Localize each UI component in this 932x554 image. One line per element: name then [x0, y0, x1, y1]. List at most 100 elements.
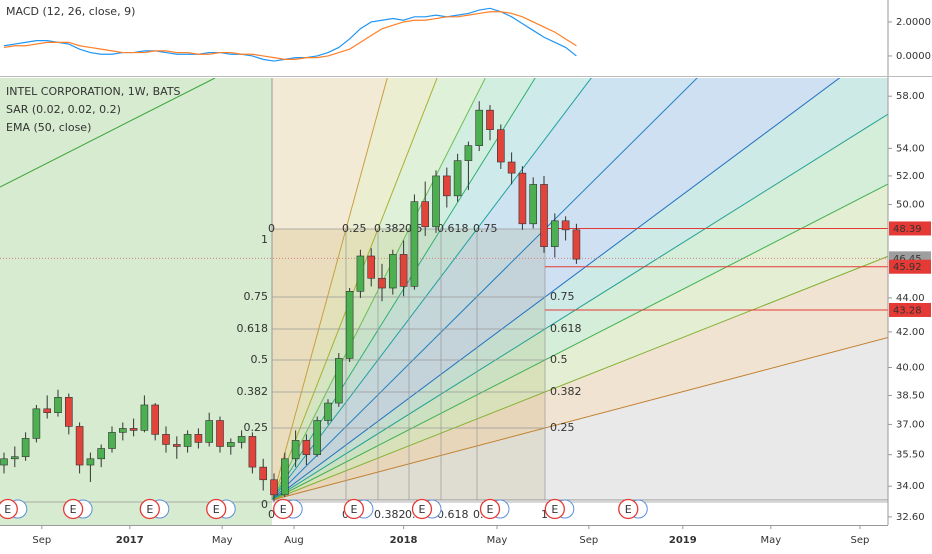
fib-label: 0.25: [244, 421, 269, 434]
x-tick-label: May: [212, 535, 233, 546]
candle-body: [237, 436, 246, 443]
x-tick-label: Aug: [284, 535, 304, 546]
x-tick-label: Sep: [579, 535, 598, 546]
fib-label: 0.5: [550, 353, 568, 366]
candle-body: [0, 458, 8, 466]
macd-pane: [3, 7, 577, 62]
y-tick-label: 50.00: [896, 200, 925, 211]
candle-body: [453, 160, 462, 197]
left-zone: [0, 78, 272, 525]
event-marker: [273, 498, 294, 520]
candle-body: [356, 255, 365, 292]
candle-body: [227, 442, 235, 447]
candle-body: [572, 229, 581, 260]
candle-body: [389, 254, 397, 289]
y-tick-label: 54.00: [896, 143, 925, 154]
fib-label: 1: [541, 508, 548, 521]
y-tick-label: 32.60: [896, 512, 925, 523]
fib-label: 0.75: [550, 290, 575, 303]
candle-body: [302, 440, 311, 455]
candle-body: [162, 434, 170, 445]
x-tick-label: Sep: [32, 535, 51, 546]
y-tick-label: 44.00: [896, 293, 925, 304]
y-tick-label: 35.50: [896, 450, 925, 461]
candle-body: [540, 184, 548, 247]
price-tag-label: 45.92: [893, 262, 922, 273]
candle-body: [10, 456, 19, 460]
price-tag: [889, 302, 931, 317]
candle-body: [497, 129, 505, 163]
fib-label: 0: [268, 222, 275, 235]
event-marker: [544, 498, 565, 520]
event-marker: [0, 498, 18, 520]
event-label: E: [625, 503, 632, 516]
event-marker: [139, 498, 160, 520]
event-label: E: [213, 503, 220, 516]
candle-body: [21, 438, 30, 458]
candle-body: [270, 479, 278, 496]
x-tick-label: 2018: [390, 535, 418, 546]
y-tick-label: 0.0000: [896, 51, 931, 62]
y-tick-label: 34.00: [896, 481, 925, 492]
plot: 0000.250.250.250.250.3820.3820.3820.3820…: [0, 101, 888, 521]
candle-body: [551, 220, 559, 247]
candle-body: [324, 402, 332, 421]
fib-label: 0.618: [237, 322, 269, 335]
event-marker: [479, 498, 501, 520]
fan-line: [271, 113, 888, 501]
event-label: E: [280, 503, 287, 516]
y-tick-label: 38.50: [896, 390, 925, 401]
fan-line: [271, 183, 888, 501]
event-label: E: [418, 503, 425, 516]
candle-body: [140, 404, 149, 431]
candle-body: [205, 420, 214, 443]
fan-zone: [272, 337, 888, 500]
macd-line: [3, 11, 577, 60]
y-tick-label: 58.00: [896, 91, 925, 102]
candle-body: [281, 458, 289, 496]
candle-body: [64, 397, 73, 427]
event-marker: [411, 498, 433, 520]
candle-body: [183, 434, 192, 447]
candle-body: [507, 161, 516, 174]
candle-body: [399, 254, 408, 287]
candle-body: [378, 277, 386, 289]
price-tag-label: 46.45: [893, 254, 922, 265]
price-tag-label: 48.39: [893, 224, 922, 235]
price-tag: [889, 259, 931, 274]
x-tick-label: May: [760, 535, 781, 546]
candle-body: [108, 432, 116, 449]
candle-body: [561, 220, 570, 231]
candle-body: [43, 408, 51, 413]
candle-body: [421, 201, 430, 228]
fib-label: 0.382: [237, 385, 269, 398]
event-marker: [206, 498, 227, 520]
event-label: E: [146, 503, 153, 516]
y-tick-label: 40.00: [896, 363, 925, 374]
x-tick-label: May: [487, 535, 508, 546]
x-tick-label: 2017: [116, 535, 144, 546]
event-label: E: [4, 503, 11, 516]
candle-body: [118, 428, 127, 433]
fib-label: 0: [268, 508, 275, 521]
fib-label: 0: [261, 498, 268, 511]
fan-line: [271, 78, 841, 501]
fib-label: 0.75: [244, 290, 269, 303]
x-tick-label: Sep: [850, 535, 869, 546]
fan-line: [271, 78, 698, 501]
chart-title: INTEL CORPORATION, 1W, BATS: [6, 85, 181, 98]
candle-body: [194, 434, 203, 443]
x-tick-label: 2019: [669, 535, 697, 546]
fib-label: 0.382: [374, 508, 406, 521]
fib-label: 0.25: [550, 421, 575, 434]
candle-body: [248, 436, 257, 468]
event-marker: [343, 498, 365, 520]
fib-label: 0.382: [550, 385, 582, 398]
candle-body: [97, 448, 105, 460]
candle-body: [432, 175, 440, 228]
fan-zone: [272, 78, 888, 500]
y-tick-label: 42.00: [896, 327, 925, 338]
fib-label: 0.75: [473, 222, 498, 235]
